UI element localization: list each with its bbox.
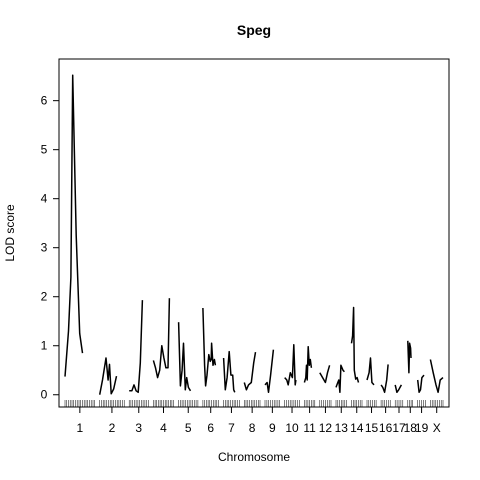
x-axis-label: Chromosome [218,450,290,464]
lod-curve-chr-16 [380,364,389,394]
x-tick-label: 6 [207,421,214,435]
lod-curve-chr-12 [319,365,331,384]
y-axis-label: LOD score [3,204,17,262]
x-tick-label: 10 [285,421,299,435]
x-tick-label: 12 [319,421,333,435]
y-axis: 0 1 2 3 4 5 6 [41,94,60,402]
x-tick-label: 19 [415,421,429,435]
x-tick-label: 5 [185,421,192,435]
lod-curve-chr-X [429,359,444,394]
y-tick-label: 2 [41,290,48,304]
lod-curve-chr-17 [394,384,403,394]
chart-title: Speg [237,22,271,38]
x-tick-label: 7 [228,421,235,435]
lod-curve-chr-1 [64,74,84,377]
plot-frame [58,58,450,408]
lod-curve-chr-6 [202,307,217,387]
lod-curve-chr-14 [350,306,360,383]
y-tick-label: 1 [41,339,48,353]
lod-curve-chr-5 [177,322,192,392]
x-tick-label: 14 [350,421,364,435]
x-tick-label: 15 [365,421,379,435]
x-tick-label: 3 [135,421,142,435]
x-tick-label: 1 [77,421,84,435]
lod-curve-chr-13 [335,364,345,394]
marker-rug [64,400,444,407]
x-tick-label: 8 [249,421,256,435]
lod-curves [64,74,444,395]
lod-curve-chr-4 [152,298,171,379]
lod-curve-chr-3 [129,300,144,394]
y-tick-label: 0 [41,388,48,402]
lod-curve-chr-15 [366,357,375,386]
y-tick-label: 3 [41,241,48,255]
lod-curve-chr-7 [222,350,236,393]
lod-curve-chr-10 [284,344,297,386]
x-tick-label: 9 [269,421,276,435]
x-tick-label: 11 [303,421,316,435]
x-tick-label: 2 [109,421,116,435]
lod-curve-chr-19 [416,374,425,394]
y-tick-label: 5 [41,143,48,157]
lod-curve-chr-11 [303,345,313,383]
lod-curve-chr-8 [243,351,257,391]
x-tick-label: 4 [160,421,167,435]
x-tick-label: 18 [404,421,418,435]
lod-curve-chr-2 [98,357,118,395]
x-tick-label: 17 [392,421,406,435]
x-tick-label: 13 [335,421,349,435]
x-tick-label: 16 [379,421,393,435]
y-tick-label: 4 [41,192,48,206]
x-tick-label: X [433,421,441,435]
y-tick-label: 6 [41,94,48,108]
lod-curve-chr-18 [407,340,412,374]
lod-curve-chr-9 [264,349,275,394]
